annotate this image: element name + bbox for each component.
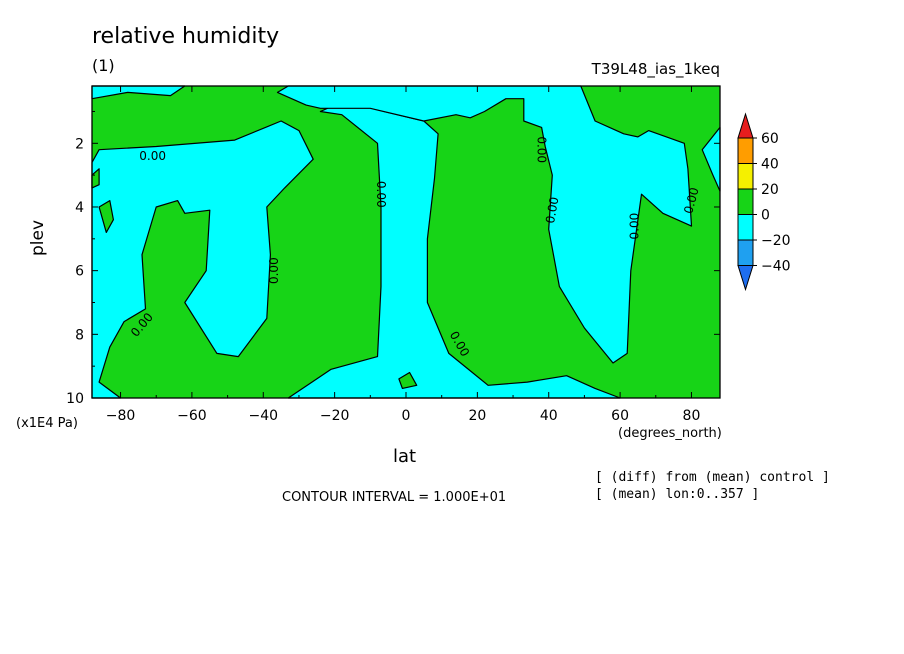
colorbar-label: 60 [761, 131, 779, 147]
colorbar-label: 20 [761, 182, 779, 198]
contour-label-group: 0.00 [139, 149, 166, 163]
x-tick-label: 20 [468, 408, 486, 424]
contour-label: 0.00 [267, 257, 281, 284]
contour-label: 0.00 [139, 149, 166, 163]
y-tick-label: 2 [75, 136, 84, 152]
contour-label: 0.00 [681, 186, 701, 215]
chart-subtitle: (1) [92, 56, 115, 75]
contour-label-group: 0.00 [627, 213, 641, 240]
contour-interval: CONTOUR INTERVAL = 1.000E+01 [282, 490, 507, 505]
colorbar-top-arrow [737, 112, 754, 139]
x-tick-label: −60 [177, 408, 207, 424]
y-tick-label: 4 [75, 200, 84, 216]
note-mean: [ (mean) lon:0..357 ] [595, 487, 760, 502]
contour-label-group: 0.00 [267, 257, 281, 284]
chart-title: relative humidity [92, 24, 280, 49]
x-tick-label: −40 [248, 408, 278, 424]
x-axis-unit: (degrees_north) [618, 426, 722, 441]
colorbar-segment [737, 239, 754, 266]
x-tick-label: 0 [402, 408, 411, 424]
contour-label: 0.00 [627, 213, 641, 240]
contour-label: 0.00 [543, 196, 561, 225]
x-axis-label: lat [393, 446, 417, 467]
contour-label-group: 0.00 [535, 136, 549, 163]
colorbar-segment [737, 163, 754, 190]
experiment-name: T39L48_ias_1keq [591, 60, 720, 78]
colorbar-label: 0 [761, 208, 770, 224]
region-green-island-south [98, 200, 115, 233]
contour-label: 0.00 [535, 136, 549, 163]
x-tick-label: −20 [320, 408, 350, 424]
region-negative-wedge-north [276, 85, 693, 364]
x-tick-label: 40 [540, 408, 558, 424]
y-tick-label: 8 [75, 327, 84, 343]
x-tick-label: 80 [683, 408, 701, 424]
contour-label: 0.00 [374, 181, 388, 208]
colorbar-label: 40 [761, 157, 779, 173]
contour-label-group: 0.00 [374, 181, 388, 208]
contour-label-group: 0.00 [543, 196, 561, 225]
colorbar-label: −40 [761, 259, 791, 275]
note-diff: [ (diff) from (mean) control ] [595, 470, 830, 485]
x-tick-label: 60 [611, 408, 629, 424]
colorbar-segment [737, 188, 754, 215]
colorbar-label: −20 [761, 233, 791, 249]
contour-field [91, 85, 721, 399]
region-green-blob-equator [398, 371, 418, 389]
y-axis-label: plev [28, 219, 48, 256]
y-tick-label: 6 [75, 264, 84, 280]
plot-axes: −80 −60 −40 −20 0 20 40 60 80 2 4 6 8 10 [66, 85, 721, 424]
y-axis-unit: (x1E4 Pa) [16, 416, 78, 431]
x-tick-label: −80 [106, 408, 136, 424]
colorbar-segment [737, 137, 754, 164]
colorbar-bottom-arrow [737, 265, 754, 292]
region-negative-band-south-high [91, 120, 314, 399]
y-tick-label: 10 [66, 391, 84, 407]
colorbar: 60 40 20 0 −20 −40 [737, 112, 791, 292]
contour-label-group: 0.00 [681, 186, 701, 215]
colorbar-segment [737, 214, 754, 241]
